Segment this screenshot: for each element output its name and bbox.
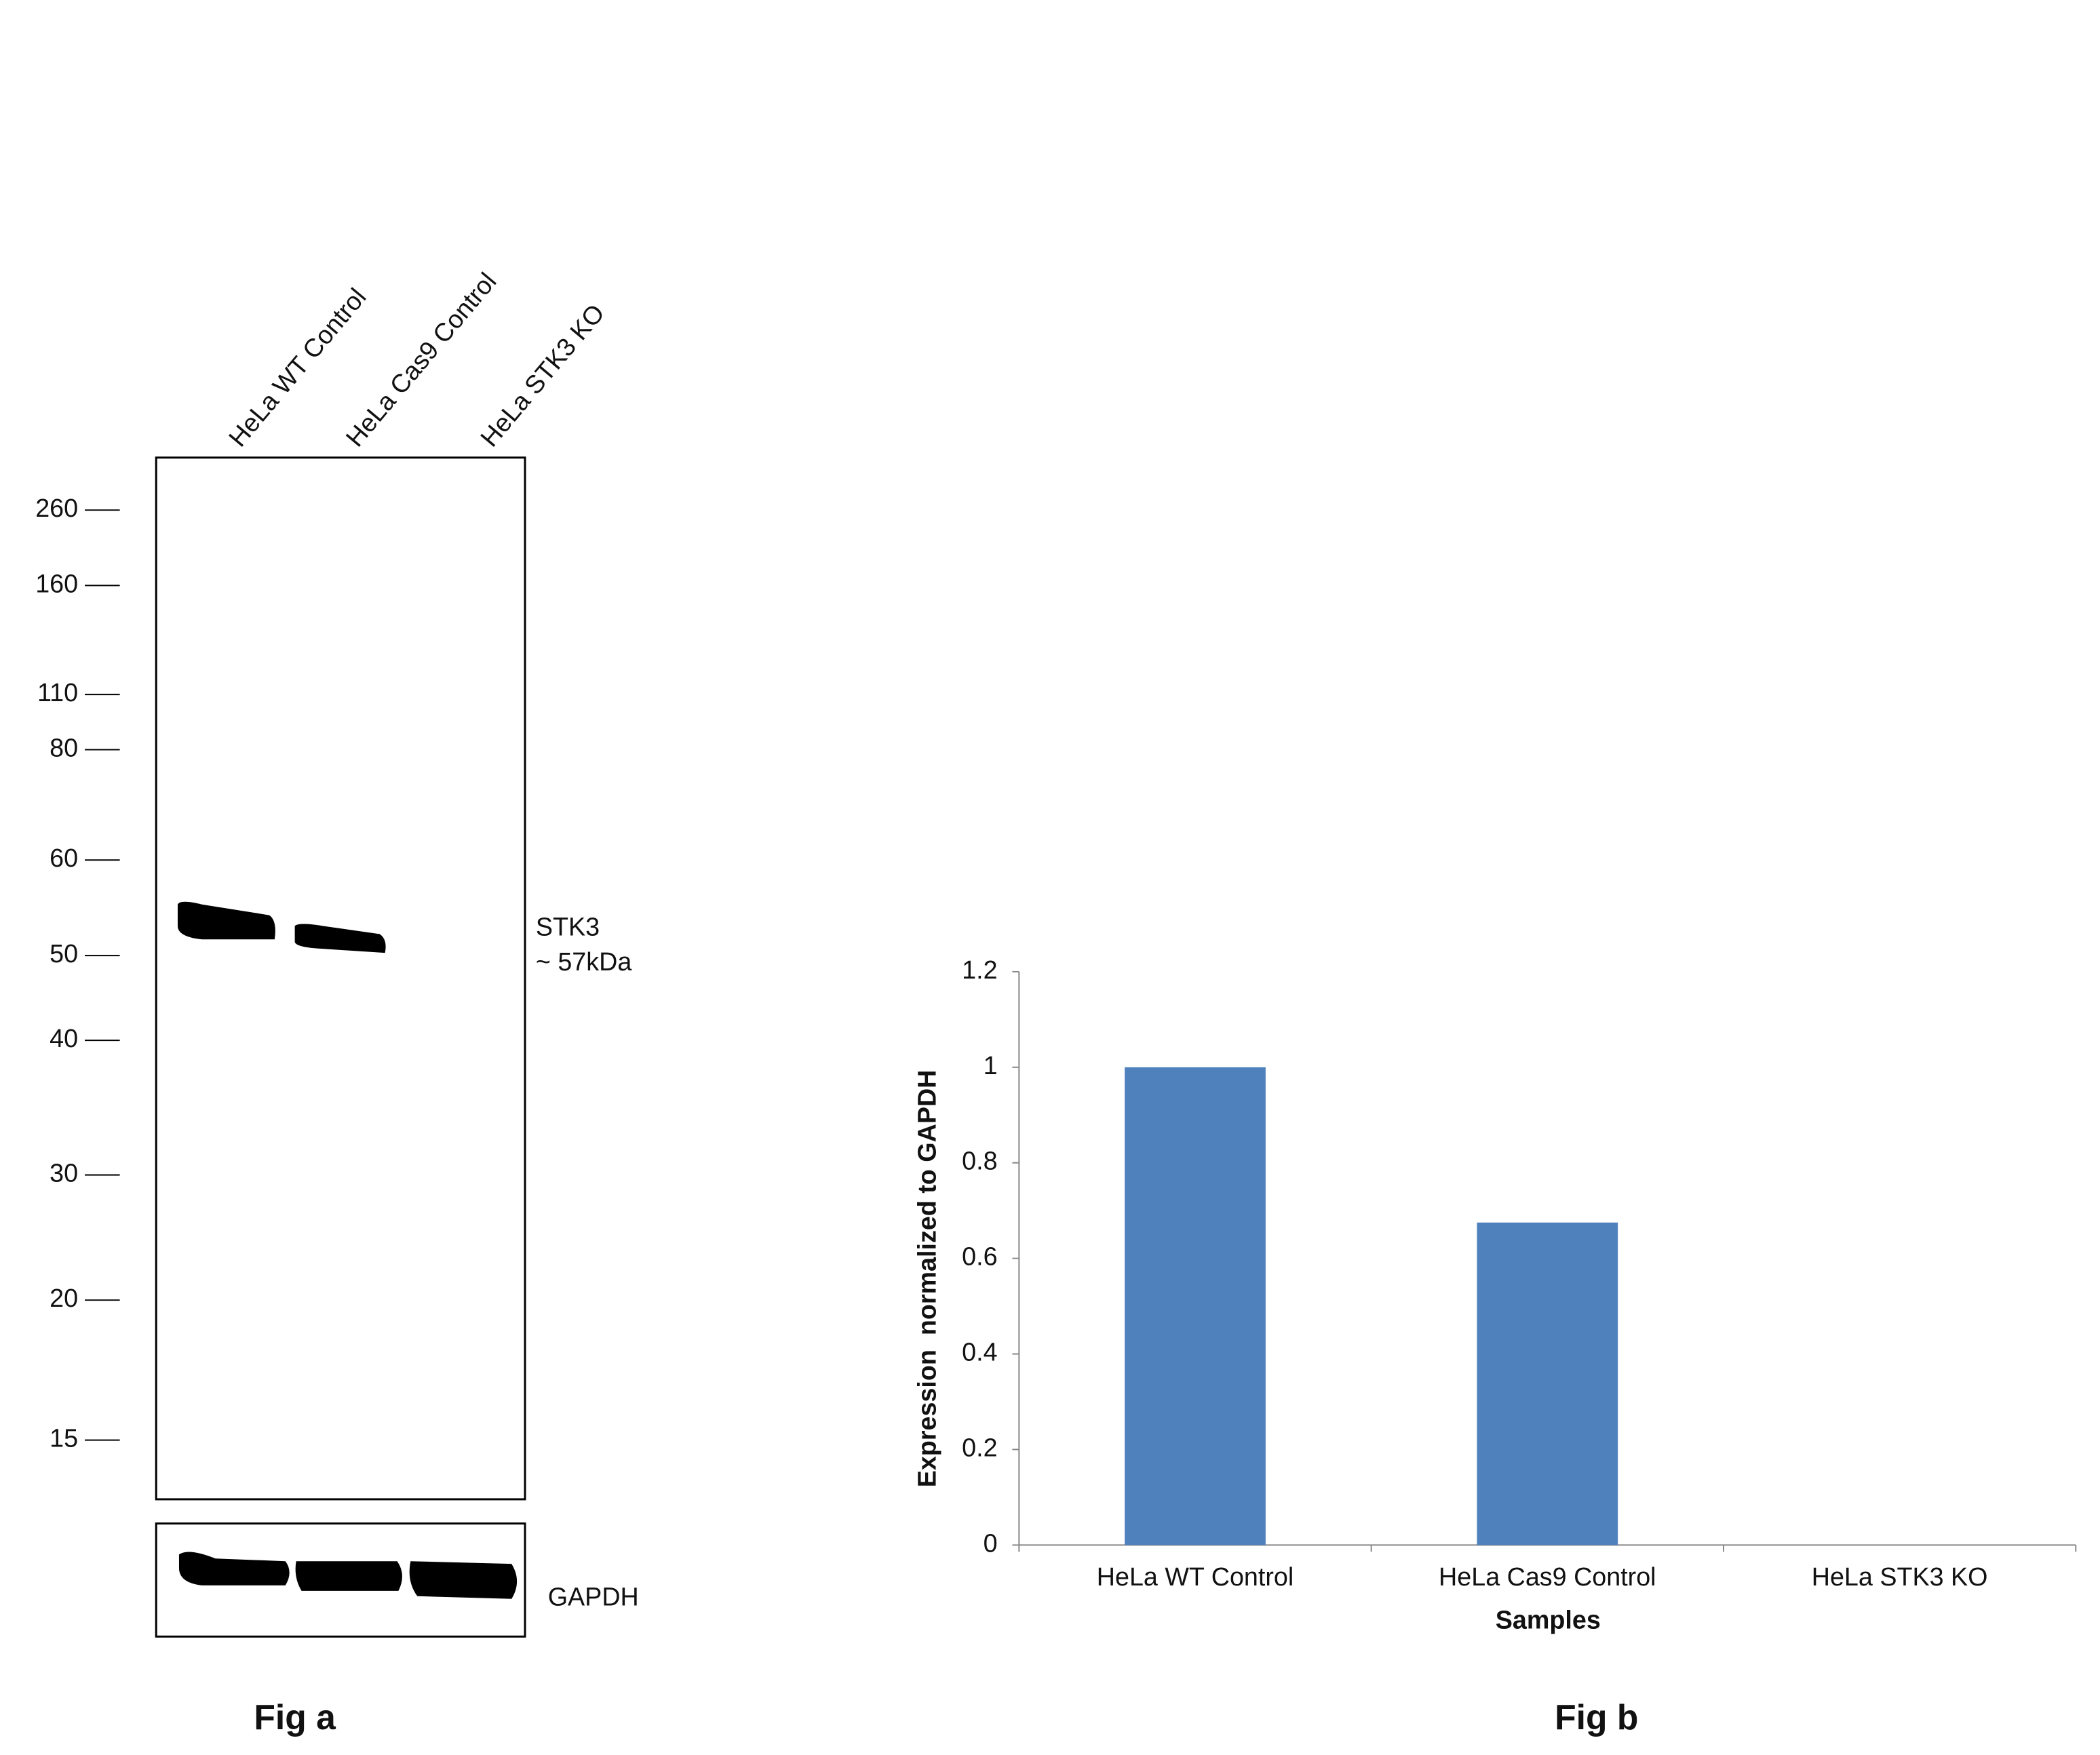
band	[295, 1561, 402, 1591]
band-label: STK3	[536, 912, 600, 941]
band-label: ~ 57kDa	[536, 947, 631, 976]
x-tick-label: HeLa WT Control	[1097, 1562, 1294, 1591]
y-tick-label: 1	[984, 1051, 998, 1080]
marker-label: 20	[50, 1284, 78, 1312]
y-tick-label: 0.2	[962, 1433, 997, 1461]
bar	[1477, 1222, 1618, 1545]
marker-label: 60	[50, 844, 78, 872]
band	[177, 901, 275, 940]
loading-control-label: GAPDH	[548, 1583, 639, 1611]
x-axis-label: Samples	[1496, 1605, 1601, 1634]
y-tick-label: 0.6	[962, 1242, 997, 1271]
marker-label: 50	[50, 939, 78, 968]
marker-label: 15	[50, 1424, 78, 1453]
marker-label: 260	[35, 494, 78, 522]
bar	[1125, 1067, 1266, 1545]
marker-label: 30	[50, 1159, 78, 1187]
y-tick-label: 0.4	[962, 1338, 997, 1366]
marker-label: 40	[50, 1024, 78, 1052]
marker-label: 80	[50, 733, 78, 762]
band	[409, 1561, 518, 1599]
x-tick-label: HeLa STK3 KO	[1812, 1562, 1988, 1591]
blot-frame	[155, 456, 526, 1501]
y-tick-label: 1.2	[962, 955, 997, 984]
caption: Fig a	[254, 1697, 336, 1737]
y-axis-label: Expression normalized to GAPDH	[912, 1070, 941, 1488]
x-tick-label: HeLa Cas9 Control	[1439, 1562, 1656, 1591]
marker-label: 110	[37, 678, 78, 707]
band	[294, 924, 386, 953]
y-tick-label: 0	[984, 1529, 998, 1557]
band	[178, 1552, 290, 1585]
caption: Fig b	[1555, 1697, 1638, 1737]
lane-label: HeLa STK3 KO	[475, 298, 610, 452]
marker-label: 160	[35, 569, 78, 597]
y-tick-label: 0.8	[962, 1147, 997, 1175]
